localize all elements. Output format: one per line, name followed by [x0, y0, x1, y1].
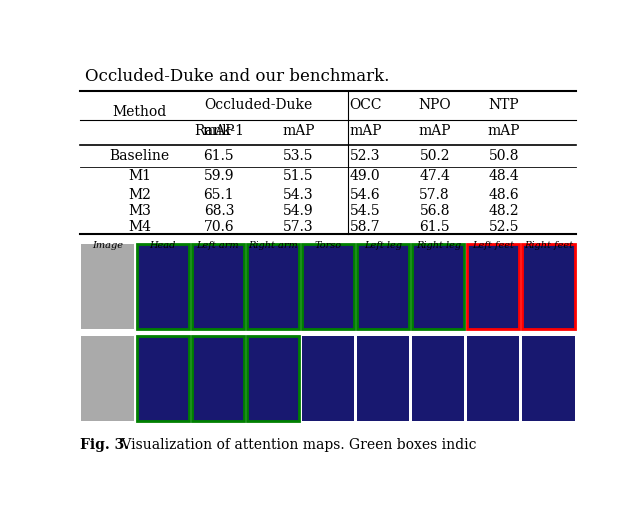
Text: 47.4: 47.4	[419, 169, 450, 183]
Text: 65.1: 65.1	[204, 187, 234, 201]
Text: 56.8: 56.8	[419, 204, 450, 218]
Text: 48.4: 48.4	[489, 169, 520, 183]
Bar	[302, 335, 354, 421]
Text: 54.5: 54.5	[350, 204, 381, 218]
Text: Baseline: Baseline	[109, 149, 170, 163]
Bar	[302, 244, 354, 330]
Bar	[247, 335, 299, 421]
Text: 70.6: 70.6	[204, 221, 234, 235]
Text: Image: Image	[92, 241, 123, 250]
Text: Torso: Torso	[314, 241, 342, 250]
Text: M4: M4	[128, 221, 151, 235]
Bar	[467, 244, 520, 330]
Text: OCC: OCC	[349, 98, 381, 112]
Text: Method: Method	[113, 105, 166, 119]
Bar	[522, 244, 575, 330]
Text: 48.2: 48.2	[489, 204, 520, 218]
Text: mAP: mAP	[419, 124, 451, 138]
Text: Right leg: Right leg	[415, 241, 461, 250]
Bar	[136, 244, 189, 330]
Text: 61.5: 61.5	[419, 221, 450, 235]
Text: Rank-1: Rank-1	[194, 124, 244, 138]
Text: 54.3: 54.3	[283, 187, 314, 201]
Text: 52.3: 52.3	[350, 149, 380, 163]
Bar	[467, 335, 520, 421]
Text: Right arm: Right arm	[248, 241, 298, 250]
Text: mAP: mAP	[203, 124, 235, 138]
Bar	[192, 335, 244, 421]
Text: M2: M2	[128, 187, 151, 201]
Bar	[136, 244, 189, 330]
Text: Left feet: Left feet	[472, 241, 515, 250]
Bar	[247, 244, 299, 330]
Bar	[522, 335, 575, 421]
Text: 50.8: 50.8	[489, 149, 519, 163]
Text: 48.6: 48.6	[489, 187, 520, 201]
Text: 57.8: 57.8	[419, 187, 450, 201]
Bar	[467, 244, 520, 330]
Text: 52.5: 52.5	[489, 221, 519, 235]
Text: M3: M3	[128, 204, 151, 218]
Text: 51.5: 51.5	[283, 169, 314, 183]
Text: Fig. 3.: Fig. 3.	[80, 438, 129, 452]
Bar	[192, 244, 244, 330]
Text: 50.2: 50.2	[419, 149, 450, 163]
Text: 49.0: 49.0	[350, 169, 381, 183]
Bar	[247, 335, 299, 421]
Bar	[302, 244, 354, 330]
Text: 53.5: 53.5	[283, 149, 314, 163]
Bar	[412, 335, 464, 421]
Text: 58.7: 58.7	[350, 221, 381, 235]
Bar	[136, 335, 189, 421]
Text: 54.6: 54.6	[350, 187, 381, 201]
Bar	[357, 335, 409, 421]
Bar	[357, 244, 409, 330]
Text: 59.9: 59.9	[204, 169, 234, 183]
Text: NTP: NTP	[489, 98, 520, 112]
Bar	[192, 335, 244, 421]
Text: Right feet: Right feet	[524, 241, 573, 250]
Text: 61.5: 61.5	[204, 149, 234, 163]
Text: mAP: mAP	[488, 124, 520, 138]
Text: 68.3: 68.3	[204, 204, 234, 218]
Bar	[136, 335, 189, 421]
Bar	[192, 244, 244, 330]
Text: 57.3: 57.3	[283, 221, 314, 235]
Bar	[412, 244, 464, 330]
Bar	[522, 244, 575, 330]
Text: Head: Head	[150, 241, 176, 250]
Text: Visualization of attention maps. Green boxes indic: Visualization of attention maps. Green b…	[116, 438, 476, 452]
Text: mAP: mAP	[349, 124, 381, 138]
Bar	[81, 244, 134, 330]
Text: Occluded-Duke and our benchmark.: Occluded-Duke and our benchmark.	[85, 67, 389, 85]
Text: 54.9: 54.9	[283, 204, 314, 218]
Text: mAP: mAP	[282, 124, 314, 138]
Text: NPO: NPO	[419, 98, 451, 112]
Text: Left arm: Left arm	[196, 241, 239, 250]
Text: Left leg: Left leg	[364, 241, 402, 250]
Text: Occluded-Duke: Occluded-Duke	[204, 98, 313, 112]
Bar	[412, 244, 464, 330]
Bar	[81, 335, 134, 421]
Bar	[247, 244, 299, 330]
Bar	[357, 244, 409, 330]
Text: M1: M1	[128, 169, 151, 183]
